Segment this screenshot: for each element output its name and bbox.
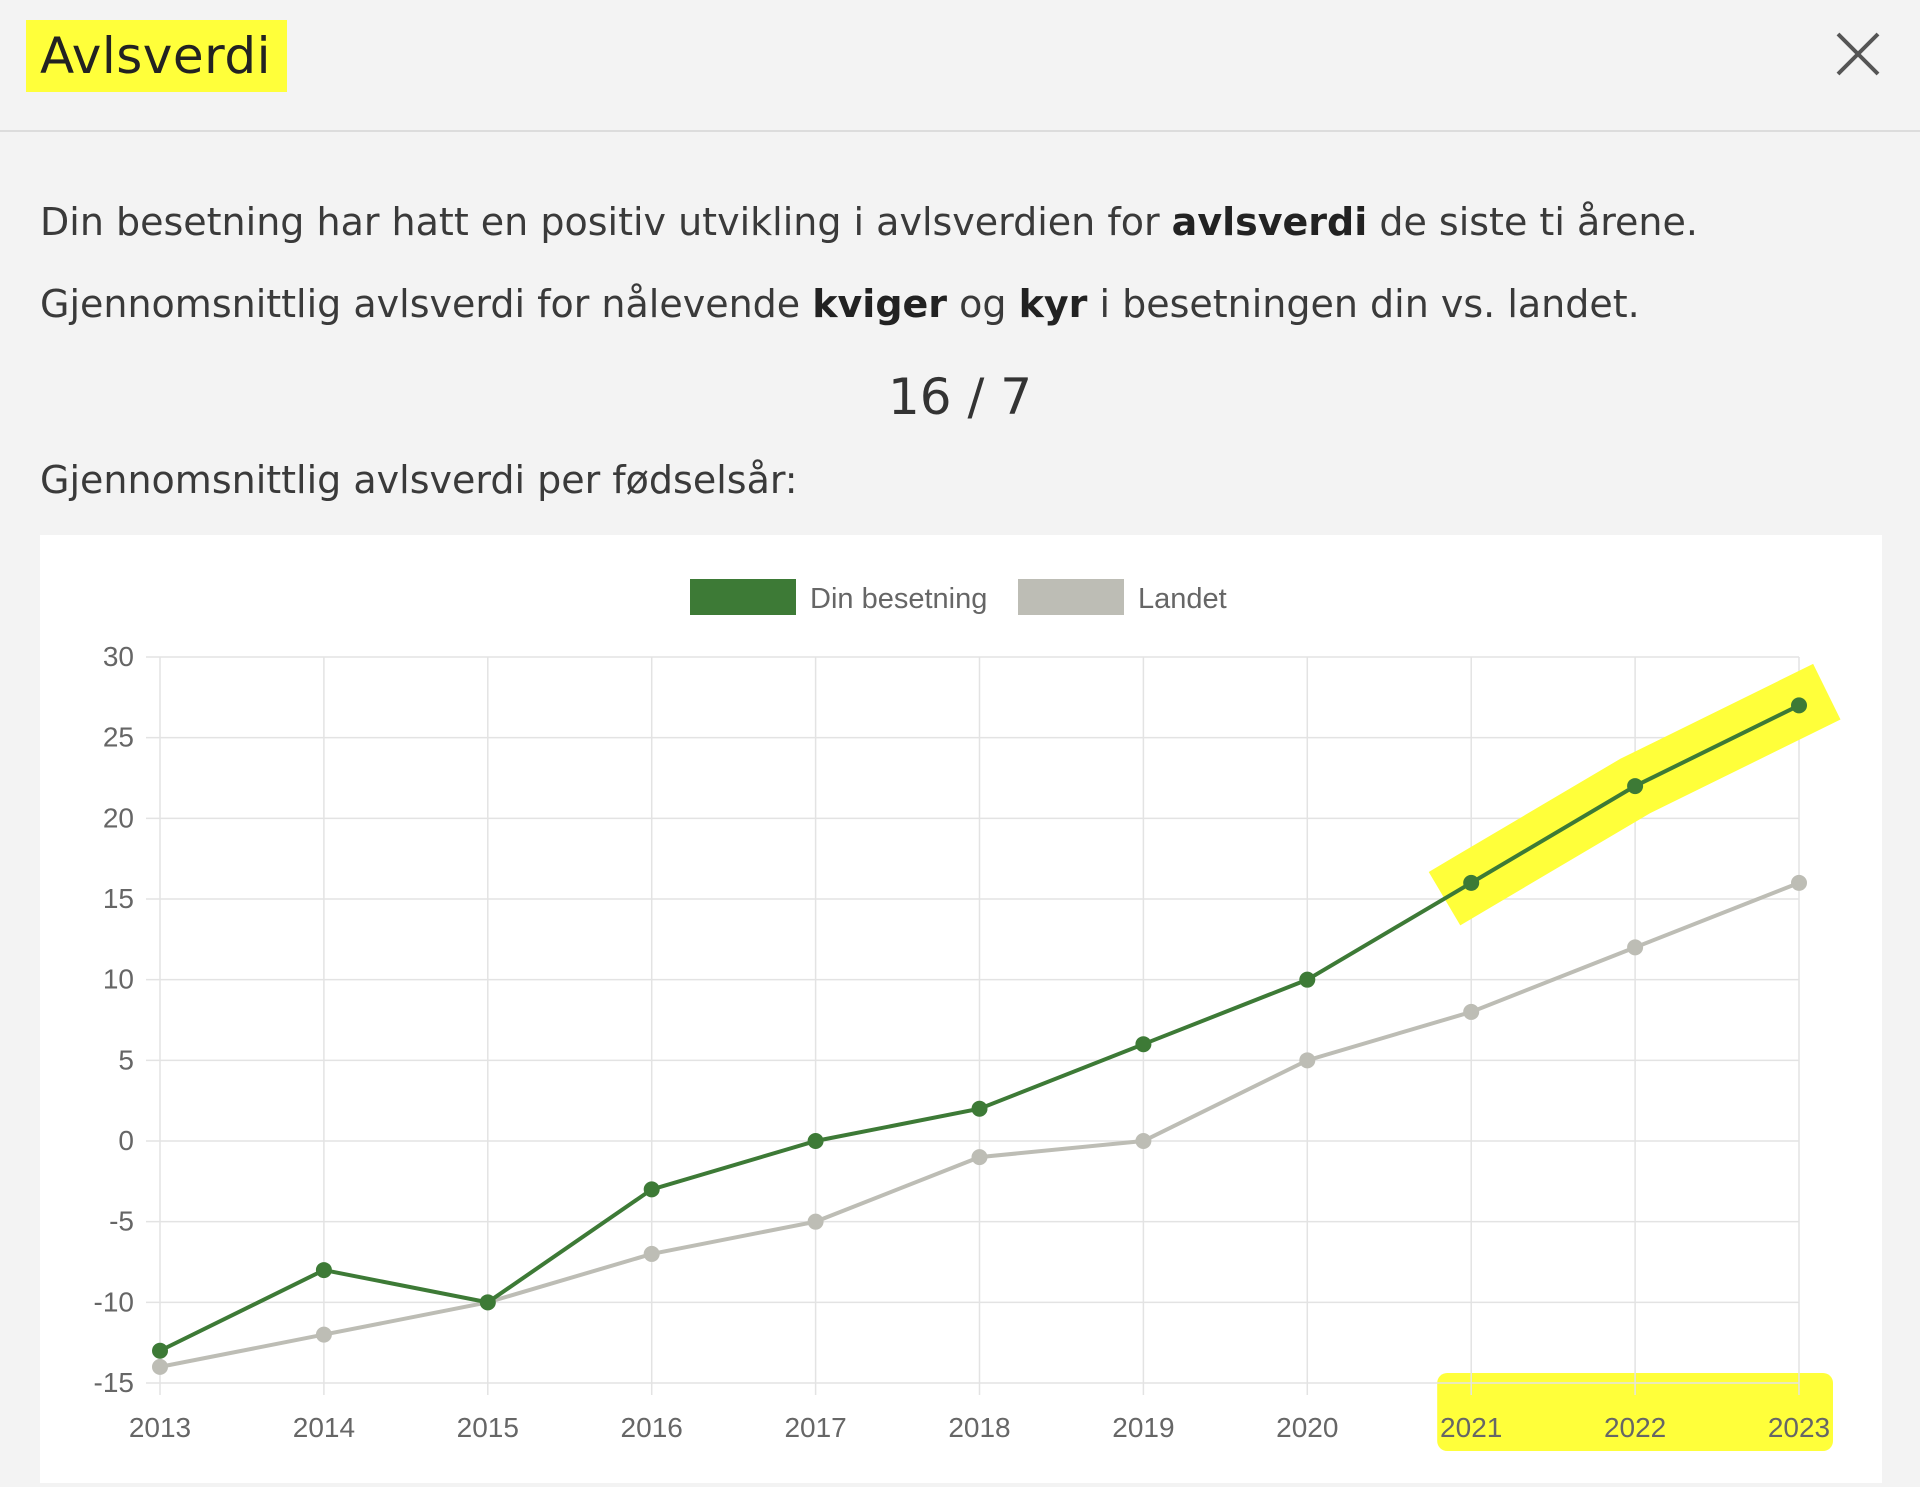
data-point — [1627, 778, 1644, 795]
data-point — [971, 1149, 988, 1166]
description-line-1: Din besetning har hatt en positiv utvikl… — [40, 200, 1698, 244]
y-tick-label: 30 — [103, 641, 134, 672]
y-tick-label: 0 — [118, 1125, 134, 1156]
data-point — [1791, 697, 1807, 714]
dialog-title: Avlsverdi — [26, 20, 287, 92]
y-tick-label: 25 — [103, 722, 134, 753]
data-point — [1627, 939, 1644, 956]
chart-caption: Gjennomsnittlig avlsverdi per fødselsår: — [40, 458, 798, 502]
data-point — [807, 1133, 824, 1149]
y-tick-label: -5 — [109, 1206, 134, 1237]
data-point — [971, 1100, 988, 1117]
legend-swatch — [1018, 579, 1124, 615]
data-point — [1463, 1003, 1480, 1020]
x-tick-label: 2016 — [621, 1412, 683, 1443]
score-value: 16 / 7 — [887, 368, 1033, 426]
x-tick-label: 2021 — [1440, 1412, 1502, 1443]
data-point — [152, 1342, 168, 1359]
text-span: Gjennomsnittlig avlsverdi for nålevende — [40, 282, 813, 326]
y-tick-label: -15 — [94, 1367, 134, 1398]
x-tick-label: 2019 — [1112, 1412, 1174, 1443]
y-tick-label: 5 — [118, 1044, 134, 1075]
x-tick-label: 2018 — [948, 1412, 1010, 1443]
data-point — [315, 1326, 332, 1343]
chart-card: 30 25 20 15 10 5 0 -5 -10 -15 2013 2014 2015 2016 2017… — [40, 535, 1882, 1483]
x-tick-label: 2014 — [293, 1412, 355, 1443]
data-point — [152, 1358, 168, 1375]
text-span: de siste ti årene. — [1367, 200, 1698, 244]
x-tick-label: 2020 — [1276, 1412, 1338, 1443]
xlabel-highlight — [1437, 1373, 1833, 1451]
legend-label: Din besetning — [810, 583, 987, 615]
x-tick-label: 2023 — [1768, 1412, 1830, 1443]
bold-text: avlsverdi — [1171, 200, 1368, 244]
data-point — [1135, 1133, 1152, 1149]
x-tick-label: 2013 — [129, 1412, 191, 1443]
close-button[interactable] — [1830, 26, 1886, 82]
data-point — [1135, 1036, 1152, 1053]
legend-swatch — [690, 579, 796, 615]
bold-text: kviger — [812, 282, 948, 326]
x-tick-label: 2022 — [1604, 1412, 1666, 1443]
data-point — [643, 1181, 660, 1198]
data-point — [479, 1294, 496, 1311]
data-point — [1299, 971, 1316, 988]
text-span: Din besetning har hatt en positiv utvikl… — [40, 200, 1172, 244]
legend-label: Landet — [1138, 583, 1227, 615]
y-tick-label: -10 — [94, 1286, 134, 1317]
x-tick-label: 2017 — [784, 1412, 846, 1443]
dialog-header: Avlsverdi — [0, 0, 1920, 132]
y-tick-label: 20 — [103, 802, 134, 833]
y-tick-label: 10 — [103, 964, 134, 995]
data-point — [643, 1245, 660, 1262]
description-line-2: Gjennomsnittlig avlsverdi for nålevende … — [40, 282, 1640, 326]
data-point — [1299, 1052, 1316, 1069]
data-point — [1463, 874, 1480, 891]
data-point — [807, 1213, 824, 1230]
y-tick-label: 15 — [103, 883, 134, 914]
close-icon — [1836, 32, 1880, 76]
text-span: i besetningen din vs. landet. — [1087, 282, 1640, 326]
bold-text: kyr — [1018, 282, 1088, 326]
x-tick-label: 2015 — [457, 1412, 519, 1443]
text-span: og — [947, 282, 1019, 326]
data-point — [1791, 874, 1807, 891]
data-point — [315, 1262, 332, 1279]
